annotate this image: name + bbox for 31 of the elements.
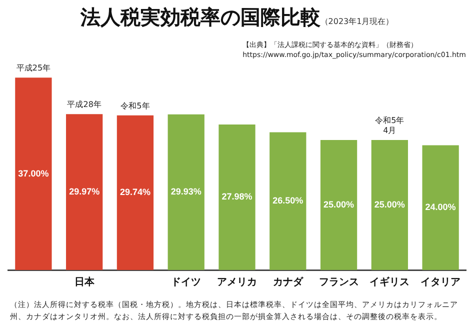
x-tick-label: カナダ	[272, 276, 304, 288]
data-label: 27.98%	[222, 192, 252, 202]
x-tick-label: イギリス	[370, 276, 410, 288]
bar	[270, 132, 306, 270]
data-label: 25.00%	[374, 199, 405, 210]
chart-subtitle: （2023年1月現在）	[320, 17, 394, 26]
annotation: 令和5年	[120, 101, 150, 110]
x-tick-label: 日本	[74, 276, 96, 288]
chart-title: 法人税実効税率の国際比較	[80, 5, 320, 29]
x-tick-label: ドイツ	[171, 276, 202, 288]
data-label: 29.97%	[69, 186, 100, 197]
data-label: 26.50%	[272, 196, 304, 206]
bar	[168, 114, 204, 270]
annotation: 平成28年	[67, 100, 102, 110]
bar	[116, 115, 154, 270]
bar	[15, 78, 52, 270]
x-tick-label: イタリア	[420, 276, 461, 288]
data-label: 37.00%	[18, 168, 49, 178]
bar	[320, 140, 358, 270]
x-tick-label: アメリカ	[217, 276, 257, 288]
data-label: 29.93%	[170, 186, 202, 197]
bar	[422, 145, 459, 270]
annotation: 令和5年 4月	[375, 116, 404, 136]
bar	[371, 140, 408, 270]
bar	[218, 124, 256, 270]
bar	[66, 114, 103, 270]
data-label: 29.74%	[120, 187, 150, 198]
data-label: 25.00%	[324, 199, 354, 210]
x-tick-label: フランス	[318, 276, 359, 288]
data-label: 24.00%	[425, 202, 456, 212]
annotation: 平成25年	[16, 64, 51, 73]
